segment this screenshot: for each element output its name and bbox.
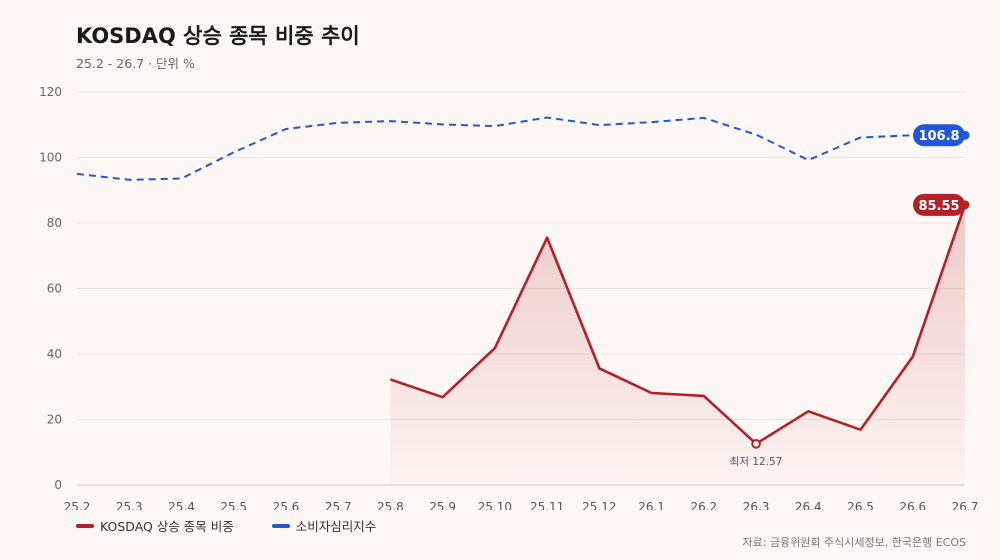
x-tick-label: 26.7 bbox=[952, 500, 979, 510]
x-tick-label: 25.7 bbox=[325, 500, 352, 510]
x-tick-label: 26.5 bbox=[847, 500, 874, 510]
legend-item-csi: 소비자심리지수 bbox=[271, 516, 377, 535]
x-tick-label: 25.6 bbox=[273, 500, 300, 510]
end-label-kosdaq: 85.55 bbox=[918, 199, 959, 214]
x-tick-label: 26.1 bbox=[638, 500, 665, 510]
x-tick-label: 25.2 bbox=[64, 500, 91, 510]
chart-title: KOSDAQ 상승 종목 비중 추이 bbox=[76, 24, 360, 48]
y-tick-label: 100 bbox=[39, 151, 62, 165]
x-tick-label: 26.4 bbox=[795, 500, 822, 510]
legend-swatch-kosdaq bbox=[76, 523, 94, 528]
legend: KOSDAQ 상승 종목 비중 소비자심리지수 bbox=[76, 516, 376, 535]
end-label-badge-kosdaq bbox=[913, 193, 965, 216]
y-tick-label: 0 bbox=[54, 478, 62, 492]
legend-label-kosdaq: KOSDAQ 상승 종목 비중 bbox=[100, 519, 234, 534]
x-tick-label: 26.3 bbox=[743, 500, 770, 510]
legend-label-csi: 소비자심리지수 bbox=[295, 519, 377, 534]
x-tick-label: 25.10 bbox=[478, 500, 512, 510]
x-tick-label: 25.8 bbox=[377, 500, 404, 510]
y-tick-label: 80 bbox=[47, 216, 62, 230]
x-tick-label: 25.5 bbox=[220, 500, 247, 510]
y-tick-label: 40 bbox=[47, 347, 62, 361]
x-tick-label: 25.4 bbox=[168, 500, 195, 510]
y-tick-label: 20 bbox=[47, 413, 62, 427]
series-line-csi bbox=[76, 116, 965, 181]
x-tick-label: 25.3 bbox=[116, 500, 143, 510]
line-chart: 0 20 40 60 80 100 120 25.2 25.3 25.4 25.5 25.6 25.7 2… bbox=[39, 85, 979, 510]
min-point-marker bbox=[751, 439, 761, 449]
x-tick-label: 26.2 bbox=[690, 500, 717, 510]
source-note: 자료: 금융위원회 주식시세정보, 한국은행 ECOS bbox=[742, 536, 967, 549]
end-label-badge-csi bbox=[913, 124, 965, 147]
y-tick-label: 120 bbox=[39, 85, 62, 99]
y-tick-label: 60 bbox=[47, 282, 62, 296]
min-annotation: 최저 12.57 bbox=[730, 456, 783, 468]
x-tick-label: 25.11 bbox=[530, 500, 564, 510]
end-label-csi: 106.8 bbox=[918, 129, 959, 144]
legend-item-kosdaq: KOSDAQ 상승 종목 비중 bbox=[76, 516, 234, 535]
chart-subtitle: 25.2 - 26.7 · 단위 % bbox=[76, 56, 195, 71]
x-tick-label: 25.9 bbox=[429, 500, 456, 510]
legend-swatch-csi bbox=[271, 523, 290, 528]
series-line-kosdaq bbox=[389, 204, 967, 446]
x-tick-label: 25.12 bbox=[582, 500, 616, 510]
x-tick-label: 26.6 bbox=[899, 500, 926, 510]
series-area-kosdaq bbox=[390, 204, 965, 486]
